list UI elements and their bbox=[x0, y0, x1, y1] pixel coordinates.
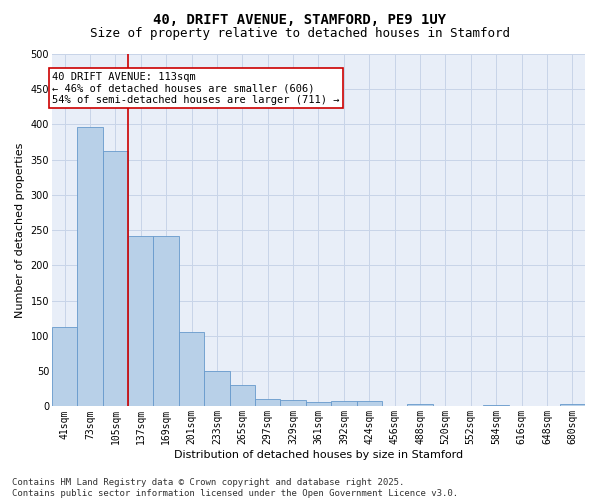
Bar bbox=[154, 236, 179, 406]
X-axis label: Distribution of detached houses by size in Stamford: Distribution of detached houses by size … bbox=[174, 450, 463, 460]
Bar bbox=[204, 371, 230, 406]
Text: Contains HM Land Registry data © Crown copyright and database right 2025.
Contai: Contains HM Land Registry data © Crown c… bbox=[12, 478, 458, 498]
Bar bbox=[280, 400, 306, 406]
Bar bbox=[484, 405, 509, 406]
Bar bbox=[179, 332, 204, 406]
Text: 40, DRIFT AVENUE, STAMFORD, PE9 1UY: 40, DRIFT AVENUE, STAMFORD, PE9 1UY bbox=[154, 12, 446, 26]
Bar bbox=[52, 327, 77, 406]
Bar bbox=[407, 404, 433, 406]
Text: 40 DRIFT AVENUE: 113sqm
← 46% of detached houses are smaller (606)
54% of semi-d: 40 DRIFT AVENUE: 113sqm ← 46% of detache… bbox=[52, 72, 340, 105]
Bar bbox=[306, 402, 331, 406]
Bar bbox=[103, 150, 128, 406]
Text: Size of property relative to detached houses in Stamford: Size of property relative to detached ho… bbox=[90, 28, 510, 40]
Bar bbox=[331, 402, 356, 406]
Bar bbox=[255, 400, 280, 406]
Y-axis label: Number of detached properties: Number of detached properties bbox=[15, 142, 25, 318]
Bar bbox=[356, 402, 382, 406]
Bar bbox=[230, 386, 255, 406]
Bar bbox=[77, 126, 103, 406]
Bar bbox=[128, 236, 154, 406]
Bar bbox=[560, 404, 585, 406]
